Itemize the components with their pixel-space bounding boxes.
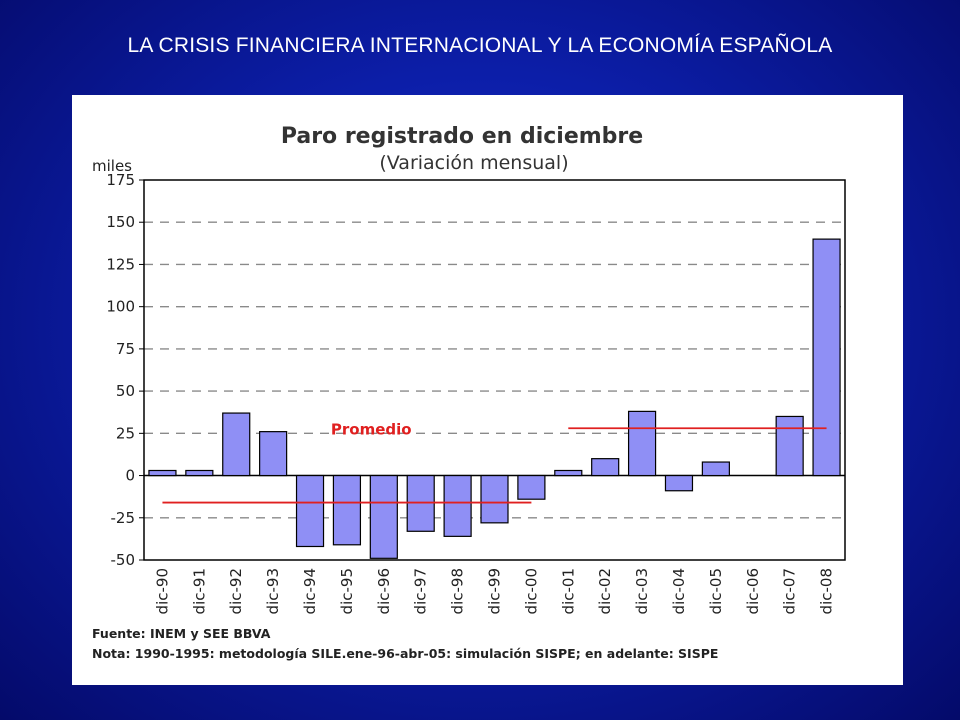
chart-subtitle: (Variación mensual) [379, 152, 568, 174]
bar-dic-98 [443, 474, 472, 537]
bar-dic-96 [369, 474, 398, 559]
x-tick-label: dic-00 [522, 568, 540, 614]
x-tick-label: dic-03 [633, 568, 651, 614]
y-tick-label: -50 [111, 551, 136, 569]
x-tick-label: dic-90 [153, 568, 171, 614]
bar-dic-90 [148, 469, 177, 477]
x-tick-label: dic-04 [670, 568, 688, 614]
average-label: Promedio [331, 420, 412, 438]
bar-dic-05 [701, 461, 730, 477]
bar-dic-07 [775, 415, 804, 477]
methodology-note: Nota: 1990-1995: metodología SILE.ene-96… [92, 646, 718, 661]
x-tick-label: dic-93 [264, 568, 282, 614]
bar-dic-00 [517, 474, 546, 500]
bar-dic-08 [812, 238, 841, 477]
bar-dic-94 [295, 474, 325, 548]
slide-title: LA CRISIS FINANCIERA INTERNACIONAL Y LA … [127, 34, 833, 57]
y-tick-label: 175 [106, 171, 135, 189]
x-tick-label: dic-94 [301, 568, 319, 614]
bar-dic-95 [332, 474, 362, 546]
x-tick-label: dic-98 [449, 568, 467, 614]
y-tick-label: 75 [116, 340, 135, 358]
y-tick-label: 0 [125, 467, 135, 485]
bar-dic-99 [480, 474, 509, 524]
x-tick-label: dic-96 [375, 568, 393, 614]
x-tick-label: dic-01 [559, 568, 577, 614]
y-tick-label: -25 [111, 509, 136, 527]
x-tick-label: dic-07 [781, 568, 799, 614]
y-axis-unit: miles [92, 157, 132, 175]
plot-frame [143, 179, 846, 561]
y-tick-label: 150 [106, 213, 135, 231]
x-tick-label: dic-95 [338, 568, 356, 614]
y-tick-label: 50 [116, 382, 135, 400]
bar-dic-91 [185, 469, 214, 477]
bar-chart: Paro registrado en diciembre (Variación … [92, 124, 846, 661]
bar-dic-93 [259, 431, 288, 477]
x-tick-label: dic-06 [744, 568, 762, 614]
bar-dic-03 [627, 410, 657, 477]
bar-dic-02 [591, 458, 620, 477]
source-note: Fuente: INEM y SEE BBVA [92, 626, 271, 641]
y-tick-label: 100 [106, 298, 135, 316]
chart-panel: Paro registrado en diciembre (Variación … [72, 95, 903, 685]
x-tick-label: dic-05 [707, 568, 725, 614]
y-tick-label: 25 [116, 424, 135, 442]
x-tick-label: dic-92 [227, 568, 245, 614]
x-tick-label: dic-97 [412, 568, 430, 614]
x-tick-label: dic-99 [486, 568, 504, 614]
chart-title: Paro registrado en diciembre [281, 124, 643, 149]
bar-dic-01 [554, 469, 583, 477]
bar-dic-92 [222, 412, 251, 477]
x-tick-label: dic-08 [818, 568, 836, 614]
x-tick-label: dic-91 [190, 568, 208, 614]
y-tick-label: 125 [106, 255, 135, 273]
x-tick-label: dic-02 [596, 568, 614, 614]
bar-dic-04 [664, 474, 694, 492]
